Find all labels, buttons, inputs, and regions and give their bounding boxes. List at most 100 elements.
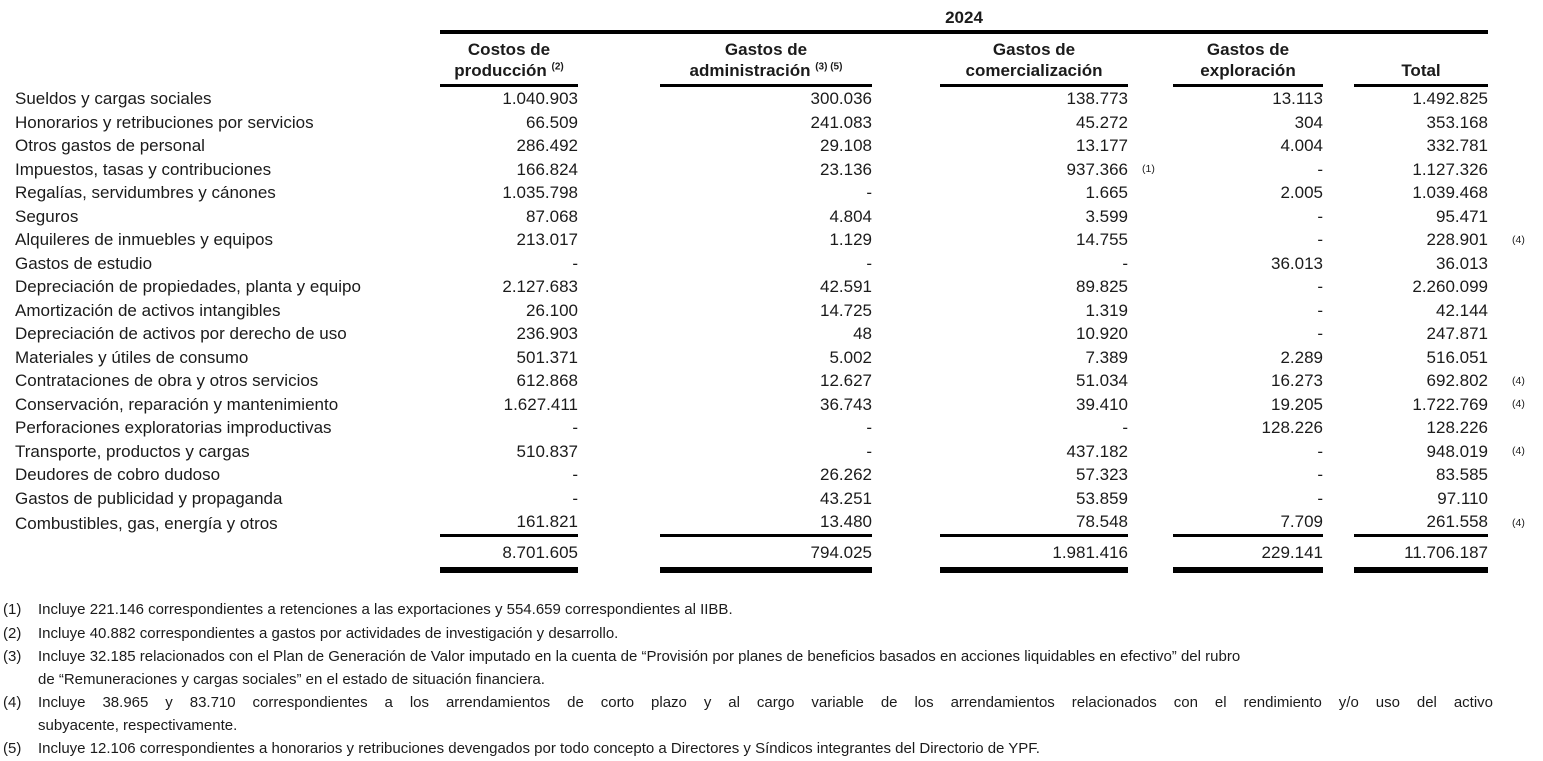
row-label: Gastos de publicidad y propaganda — [15, 488, 283, 508]
cell-total: 332.781 — [1426, 136, 1488, 155]
spacer-cell — [1323, 416, 1354, 440]
spacer-cell — [1323, 322, 1354, 346]
cell-total: 692.802 — [1426, 371, 1488, 390]
cell-costos-de-produccion: 1.035.798 — [502, 183, 578, 202]
table-row: Depreciación de propiedades, planta y eq… — [0, 275, 1543, 299]
spacer-cell — [1323, 134, 1354, 158]
spacer-cell — [1323, 299, 1354, 323]
totals-row: 8.701.605 794.025 1.981.416 229.141 11.7… — [0, 535, 1543, 573]
cell-gastos-de-comercializacion: 437.182 — [1066, 441, 1128, 461]
expenses-by-nature-table: 2024 Costos de producción (2) Gastos de … — [0, 8, 1543, 573]
cell-gastos-de-comercializacion: 3.599 — [1085, 206, 1128, 226]
cell-gastos-de-administracion: 42.591 — [820, 277, 872, 296]
spacer-cell — [578, 299, 660, 323]
footnote-ref-comercializacion — [1128, 346, 1173, 370]
spacer-cell — [578, 510, 660, 535]
footnote-ref-total — [1488, 346, 1543, 370]
cell-gastos-de-administracion: 4.804 — [829, 206, 872, 226]
cell-gastos-de-comercializacion: 10.920 — [1076, 324, 1128, 343]
cell-costos-de-produccion: 612.868 — [516, 371, 578, 390]
footnote-ref-comercializacion — [1128, 228, 1173, 252]
footnote-ref: (2) — [551, 61, 564, 73]
spacer-cell — [1323, 440, 1354, 464]
column-header-line2: Total — [1401, 61, 1441, 80]
cell-total: 247.871 — [1426, 324, 1488, 343]
row-label: Deudores de cobro dudoso — [15, 465, 221, 484]
cell-costos-de-produccion: 1.040.903 — [502, 89, 578, 108]
cell-gastos-de-exploracion: - — [1317, 277, 1323, 296]
footnote-text: Incluye 32.185 relacionados con el Plan … — [38, 648, 1241, 688]
cell-costos-de-produccion: 213.017 — [516, 230, 578, 249]
footnote-ref-comercializacion — [1128, 322, 1173, 346]
footnote-ref-total — [1488, 181, 1543, 205]
cell-gastos-de-comercializacion: 53.859 — [1076, 488, 1128, 508]
cell-gastos-de-comercializacion: 14.755 — [1076, 230, 1128, 249]
footnote-ref-total — [1488, 111, 1543, 135]
spacer-cell — [1323, 181, 1354, 205]
row-label: Honorarios y retribuciones por servicios — [15, 112, 314, 132]
cell-costos-de-produccion: 510.837 — [516, 441, 578, 461]
footnote-ref-comercializacion — [1128, 299, 1173, 323]
spacer-cell — [872, 440, 940, 464]
cell-total: 128.226 — [1426, 418, 1488, 437]
footnote-ref-total — [1488, 322, 1543, 346]
cell-gastos-de-administracion: - — [866, 441, 872, 461]
row-label: Depreciación de propiedades, planta y eq… — [15, 277, 361, 296]
cell-gastos-de-exploracion: - — [1317, 324, 1323, 343]
spacer-cell — [1323, 228, 1354, 252]
cell-costos-de-produccion: - — [572, 253, 578, 273]
footnote-ref-total — [1488, 275, 1543, 299]
footnote-ref-comercializacion — [1128, 487, 1173, 511]
cell-gastos-de-administracion: 14.725 — [820, 300, 872, 320]
spacer-cell — [872, 32, 940, 86]
cell-total: 42.144 — [1436, 300, 1488, 320]
spacer-cell — [578, 158, 660, 182]
footnote-ref-total: (4) — [1512, 233, 1525, 246]
row-label: Alquileres de inmuebles y equipos — [15, 230, 273, 249]
spacer-cell — [578, 322, 660, 346]
spacer-cell — [578, 275, 660, 299]
cell-gastos-de-administracion: 5.002 — [829, 347, 872, 367]
cell-gastos-de-administracion: - — [866, 253, 872, 273]
cell-total: 95.471 — [1436, 206, 1488, 226]
spacer-cell — [1323, 393, 1354, 417]
footnote-ref-comercializacion — [1128, 369, 1173, 393]
spacer-cell — [1323, 463, 1354, 487]
footnote-ref-total — [1488, 158, 1543, 182]
cell-total: 1.722.769 — [1412, 394, 1488, 414]
column-header-line2: producción (2) — [454, 61, 564, 80]
spacer-cell — [1323, 32, 1354, 86]
footnote-ref-total — [1488, 205, 1543, 229]
footnote-ref-comercializacion — [1128, 252, 1173, 276]
footnote-ref-comercializacion — [1128, 111, 1173, 135]
cell-total: 2.260.099 — [1412, 277, 1488, 296]
cell-gastos-de-administracion: 43.251 — [820, 488, 872, 508]
spacer-cell — [578, 111, 660, 135]
cell-gastos-de-comercializacion: - — [1122, 418, 1128, 437]
table-row: Deudores de cobro dudoso - 26.262 57.323… — [0, 463, 1543, 487]
footnote-ref-comercializacion — [1128, 416, 1173, 440]
spacer-cell — [0, 8, 440, 32]
cell-costos-de-produccion: 1.627.411 — [503, 394, 578, 414]
cell-gastos-de-exploracion: 19.205 — [1271, 394, 1323, 414]
spacer-cell — [872, 463, 940, 487]
cell-gastos-de-exploracion: 36.013 — [1271, 253, 1323, 273]
cell-gastos-de-comercializacion: 13.177 — [1076, 136, 1128, 155]
spacer-cell — [872, 205, 940, 229]
column-header-gastos-de-administracion: Gastos de administración (3) (5) — [660, 32, 872, 87]
footnote-number: (4) — [3, 694, 22, 711]
cell-total: 948.019 — [1426, 441, 1488, 461]
spacer-cell — [1488, 32, 1543, 86]
row-label: Depreciación de activos por derecho de u… — [15, 324, 347, 343]
row-label: Materiales y útiles de consumo — [15, 347, 249, 367]
spacer-cell — [578, 181, 660, 205]
spacer-cell — [1323, 346, 1354, 370]
spacer-cell — [872, 487, 940, 511]
column-header-line1: Gastos de — [724, 40, 808, 59]
row-label: Combustibles, gas, energía y otros — [15, 513, 278, 533]
cell-gastos-de-exploracion: - — [1317, 206, 1323, 226]
footnote-3: (3) Incluye 32.185 relacionados con el P… — [3, 646, 1493, 691]
footnote-ref-total: (4) — [1512, 445, 1525, 457]
footnote-ref-total — [1488, 416, 1543, 440]
spacer-cell — [872, 510, 940, 535]
